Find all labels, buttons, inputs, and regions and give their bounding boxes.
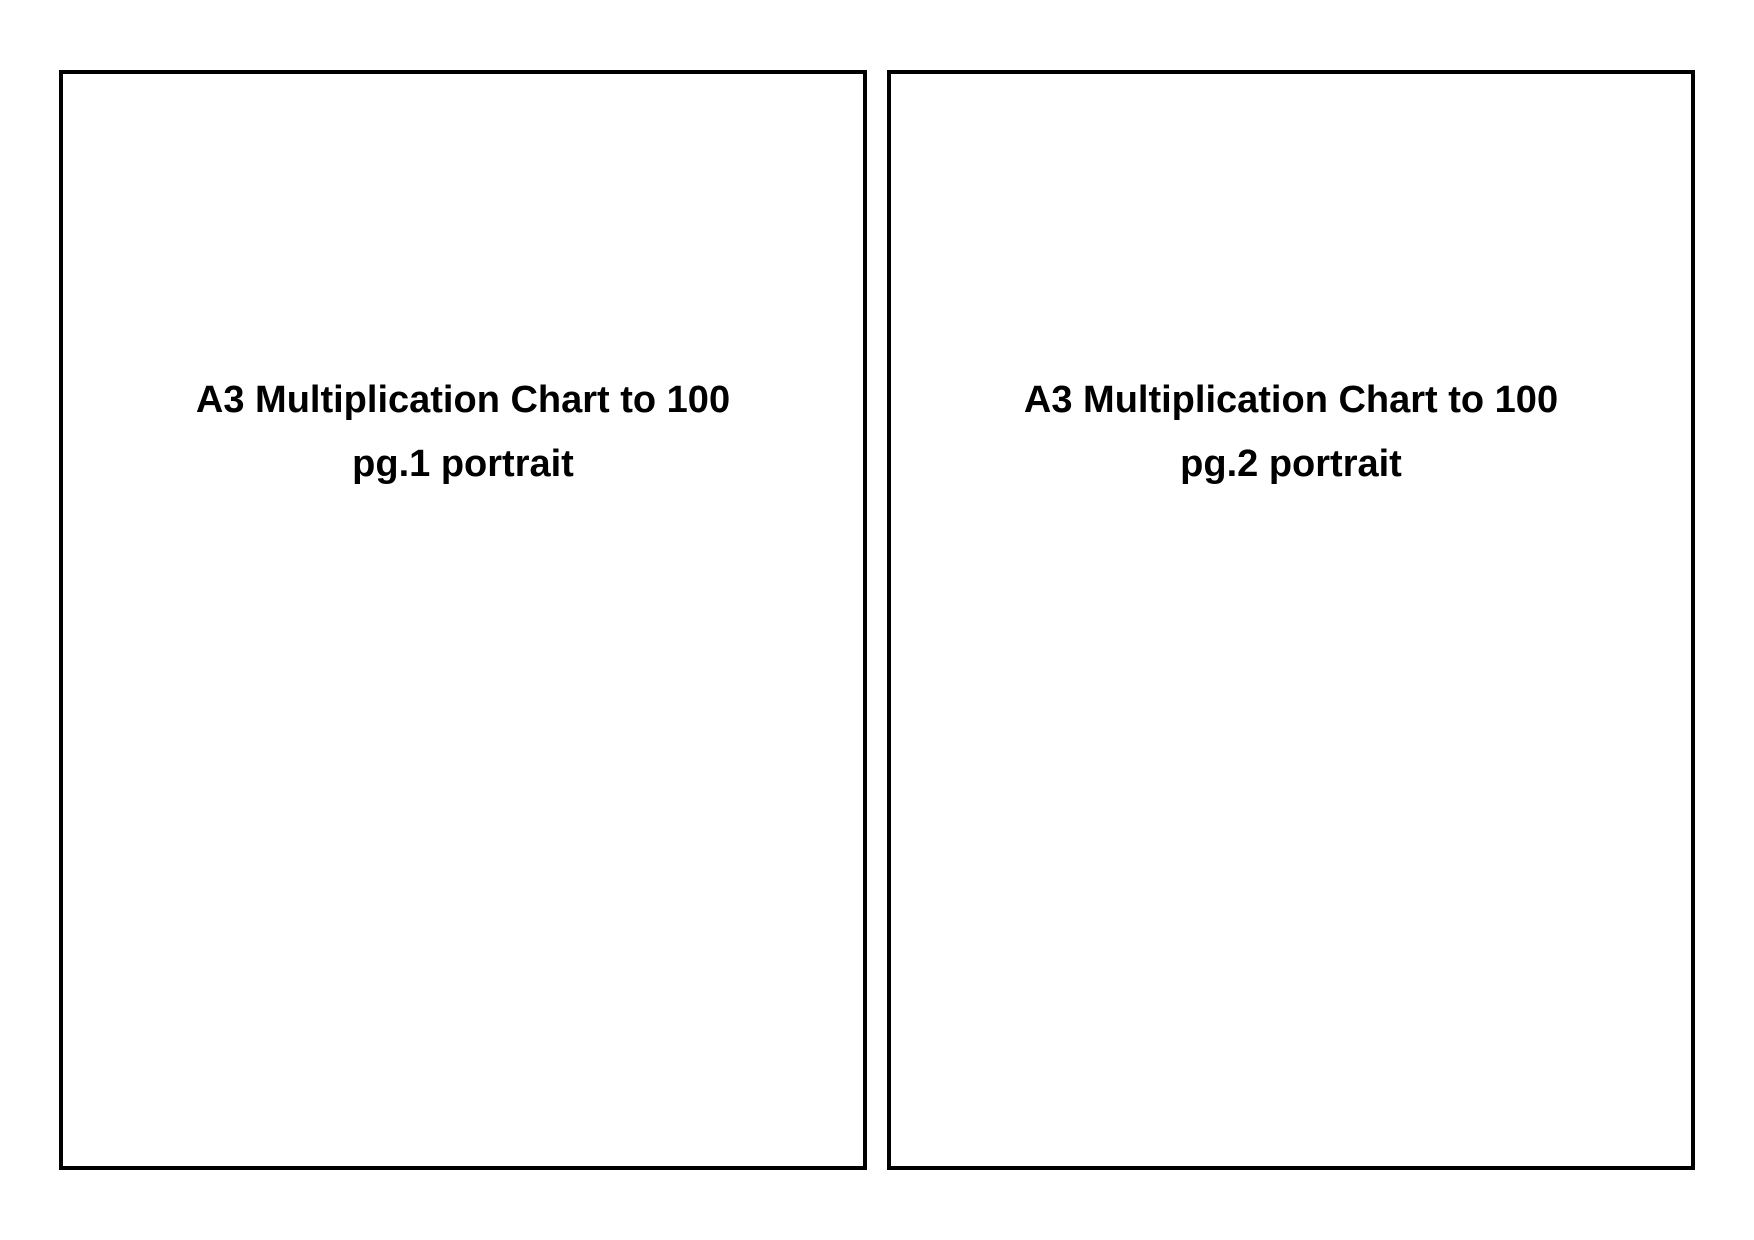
- page-2-title: A3 Multiplication Chart to 100: [1024, 370, 1558, 431]
- page-2: A3 Multiplication Chart to 100 pg.2 port…: [887, 70, 1695, 1170]
- page-1-title: A3 Multiplication Chart to 100: [196, 370, 730, 431]
- page-2-subtitle: pg.2 portrait: [1180, 443, 1402, 486]
- page-1-subtitle: pg.1 portrait: [352, 443, 574, 486]
- page-1: A3 Multiplication Chart to 100 pg.1 port…: [59, 70, 867, 1170]
